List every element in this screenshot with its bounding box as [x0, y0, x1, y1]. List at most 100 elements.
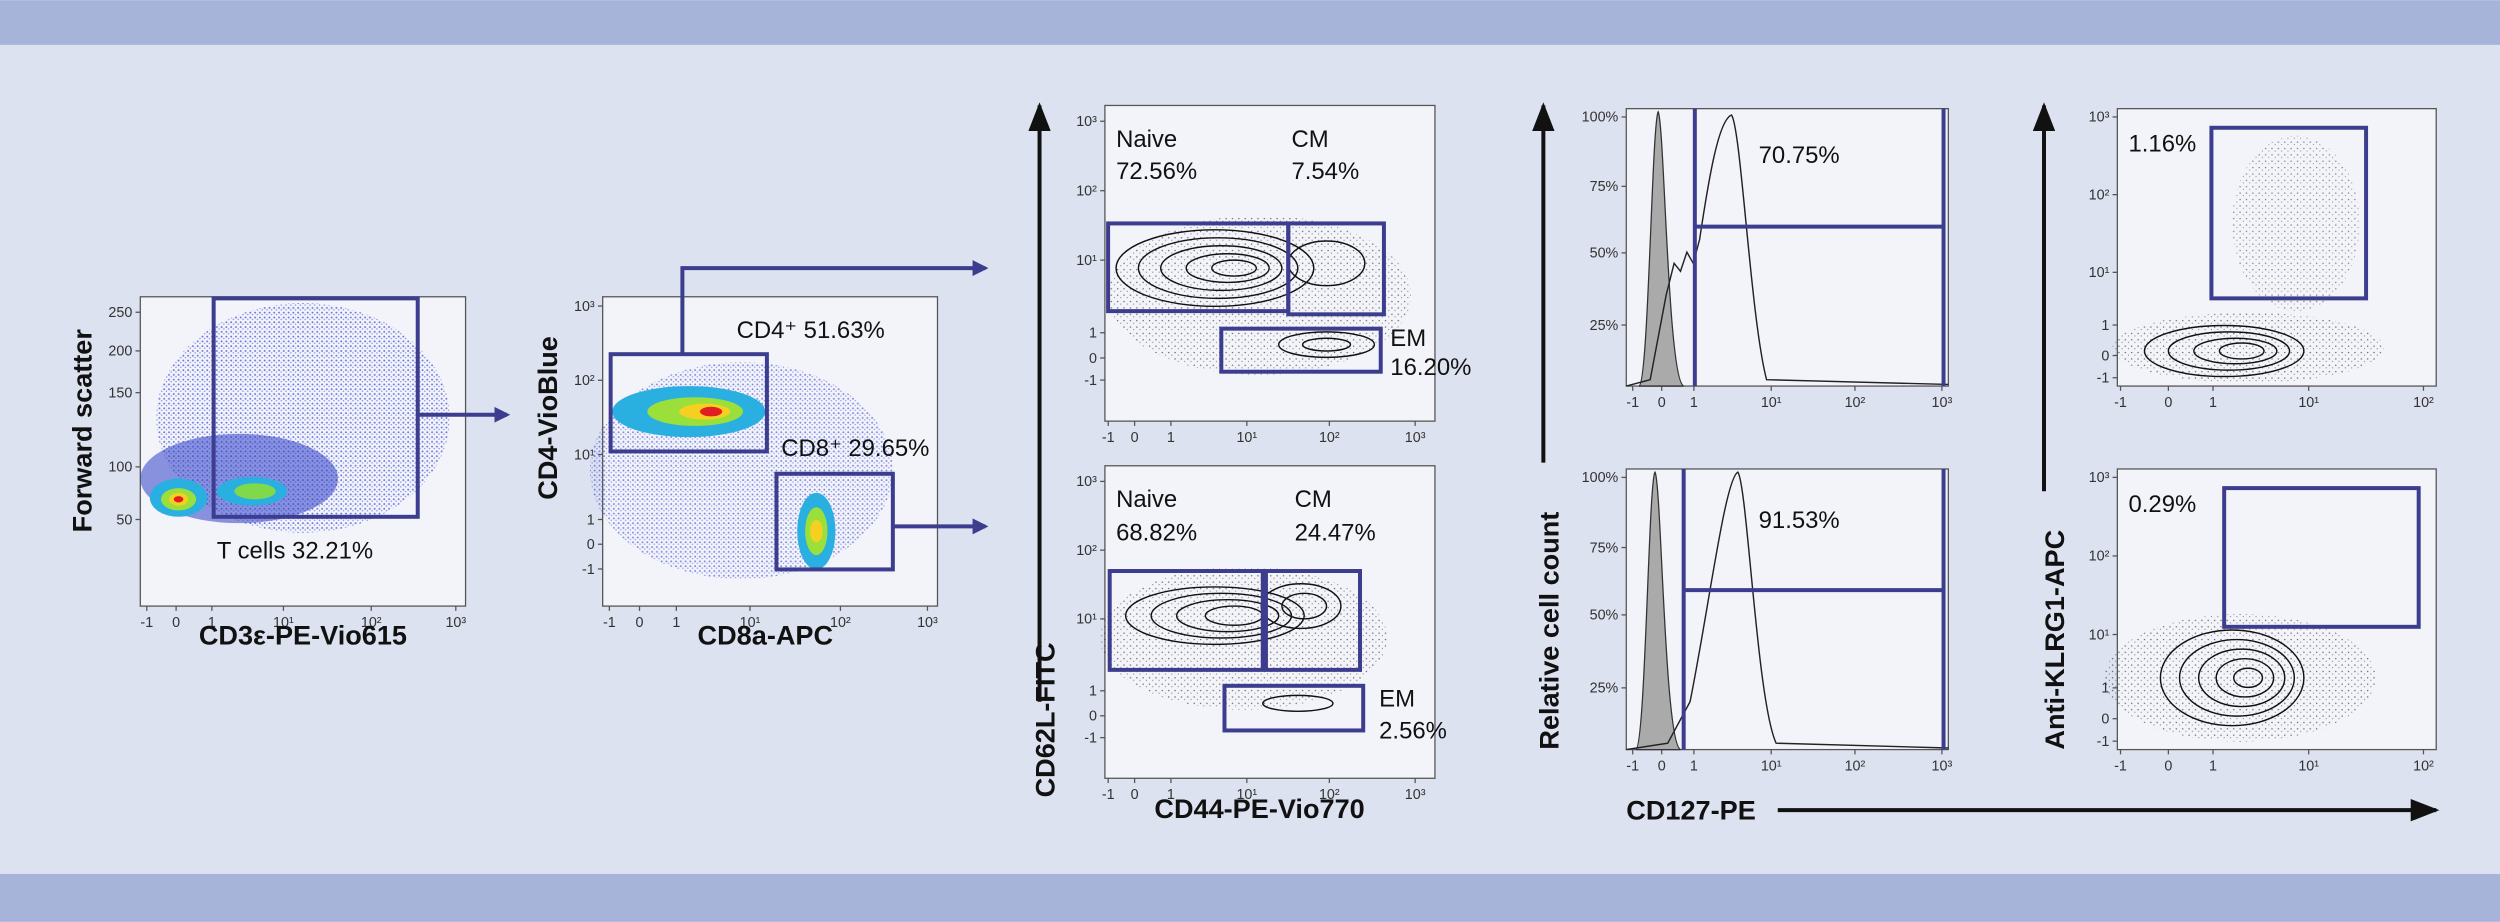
x-axis-label: CD3ε-PE-Vio615: [199, 619, 407, 650]
y-tick-label: 10¹: [1076, 253, 1097, 269]
x-tick-label: 10¹: [1761, 758, 1782, 774]
x-tick-label: 10²: [2413, 758, 2434, 774]
decoration: [809, 519, 823, 543]
x-tick-label: -1: [1626, 758, 1639, 774]
decoration: [2112, 312, 2384, 383]
x-tick-label: 10¹: [2298, 395, 2319, 411]
labels: Forward scatter CD3ε-PE-Vio615 T cells 3…: [67, 126, 2197, 826]
decoration: [2159, 629, 2305, 727]
decoration: [2215, 657, 2275, 698]
y-axis-label: Forward scatter: [67, 329, 98, 533]
decoration: [1301, 337, 1352, 352]
gate: [774, 471, 895, 572]
x-tick-label: 10¹: [273, 615, 294, 631]
y-tick-label: 10²: [574, 373, 595, 389]
gate-name: EM: [1390, 325, 1426, 352]
x-tick-label: 0: [1658, 395, 1666, 411]
x-tick-label: -1: [2114, 758, 2127, 774]
plot-frame: [1625, 468, 1949, 751]
top-band: [0, 0, 2500, 45]
gate-label: 1.16%: [2129, 131, 2197, 158]
decoration: [1277, 331, 1376, 359]
y-tick-label: 1: [587, 512, 595, 528]
decoration: [1281, 592, 1328, 620]
gate-label: T cells 32.21%: [217, 537, 373, 564]
x-tick-label: 10³: [1405, 430, 1426, 446]
decoration: [1115, 229, 1315, 308]
y-tick-label: 1: [2101, 681, 2109, 697]
y-tick-label: 10³: [574, 299, 595, 315]
x-tick-label: 10²: [2413, 395, 2434, 411]
y-tick-label: 10²: [2089, 549, 2110, 565]
x-tick-label: 10³: [1932, 395, 1953, 411]
y-tick-label: 50: [116, 512, 132, 528]
x-tick-label: 1: [1690, 395, 1698, 411]
y-tick-label: 10³: [1076, 114, 1097, 130]
x-tick-label: 10³: [917, 615, 938, 631]
y-tick-label: 10¹: [2089, 265, 2110, 281]
decoration: [1137, 237, 1299, 300]
decoration: [1159, 245, 1283, 292]
y-tick-label: 250: [108, 305, 132, 321]
x-tick-label: 1: [208, 615, 216, 631]
y-tick-label: 50%: [1590, 608, 1619, 624]
decoration: [1100, 566, 1388, 710]
decoration: [1638, 110, 1685, 387]
decoration: [2104, 614, 2376, 742]
gate-label: 70.75%: [1759, 142, 1840, 169]
y-tick-label: 0: [587, 537, 595, 553]
x-tick-label: 10³: [445, 615, 466, 631]
x-tick-label: 10¹: [740, 615, 761, 631]
y-tick-label: 100%: [1582, 470, 1619, 486]
plot-frame: [1625, 108, 1949, 387]
y-tick-label: 10³: [1076, 474, 1097, 490]
x-tick-label: 0: [172, 615, 180, 631]
gate: [1219, 326, 1383, 374]
y-tick-label: 10²: [1076, 543, 1097, 559]
x-tick-label: 10¹: [1236, 430, 1257, 446]
decoration: [1262, 694, 1334, 713]
gate-label: 91.53%: [1759, 507, 1840, 534]
x-tick-label: 10²: [1845, 395, 1866, 411]
x-tick-label: 10²: [361, 615, 382, 631]
y-tick-label: 50%: [1590, 246, 1619, 262]
gate: [1681, 468, 1946, 750]
decoration: [1626, 114, 1949, 387]
y-tick-label: 10¹: [1076, 612, 1097, 628]
decoration: [1150, 592, 1293, 639]
x-tick-label: 0: [1658, 758, 1666, 774]
gate-name: CM: [1291, 126, 1328, 153]
x-tick-label: -1: [2114, 395, 2127, 411]
x-axis-label: CD8a-APC: [698, 619, 834, 650]
y-tick-label: 0: [2101, 348, 2109, 364]
gate-name: Naive: [1116, 126, 1177, 153]
y-tick-label: -1: [2097, 371, 2110, 387]
x-tick-label: 0: [2164, 395, 2172, 411]
gate-label: 0.29%: [2129, 491, 2197, 518]
plot-data-decoration: [140, 110, 2384, 751]
decoration: [1175, 598, 1280, 633]
y-axis-label: Anti-KLRG1-APC: [2039, 530, 2070, 750]
x-tick-label: 1: [672, 615, 680, 631]
decoration: [2218, 342, 2265, 360]
arrows: [417, 102, 2440, 822]
y-tick-label: 10¹: [2089, 627, 2110, 643]
x-tick-label: 1: [2209, 395, 2217, 411]
decoration: [699, 406, 723, 417]
gate-label: CD4⁺ 51.63%: [737, 317, 885, 344]
x-tick-label: 10³: [1405, 787, 1426, 803]
gate-value: 24.47%: [1295, 520, 1376, 547]
x-tick-label: -1: [1102, 430, 1115, 446]
y-tick-label: 100: [108, 460, 132, 476]
decoration: [1211, 259, 1258, 277]
gate-label: CD8⁺ 29.65%: [781, 435, 929, 462]
x-tick-label: 1: [1690, 758, 1698, 774]
decoration: [234, 483, 276, 500]
gate: [2222, 486, 2421, 629]
x-axis-label: CD44-PE-Vio770: [1154, 793, 1364, 824]
x-tick-label: 10¹: [1761, 395, 1782, 411]
x-tick-label: 10²: [1319, 787, 1340, 803]
x-tick-label: 1: [1167, 787, 1175, 803]
